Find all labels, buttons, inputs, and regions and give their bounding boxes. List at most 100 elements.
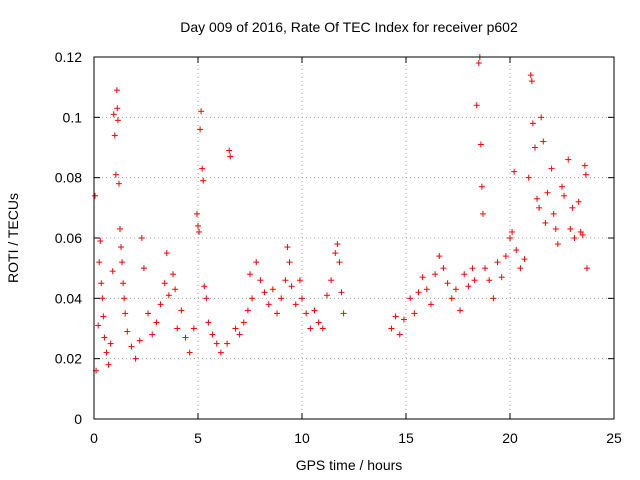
data-point (423, 286, 430, 293)
data-point (172, 286, 179, 293)
data-point (113, 87, 120, 94)
data-point (554, 241, 561, 248)
data-point (99, 295, 106, 302)
y-tick-label: 0.1 (63, 109, 83, 125)
data-point (548, 165, 555, 172)
data-point (477, 141, 484, 148)
data-point (392, 313, 399, 320)
data-point (178, 307, 185, 314)
data-point (197, 126, 204, 133)
data-point (120, 280, 127, 287)
data-point (261, 289, 268, 296)
data-point (136, 337, 143, 344)
data-point (452, 286, 459, 293)
data-point (583, 265, 590, 272)
y-tick-label: 0.04 (55, 290, 82, 306)
data-point (303, 310, 310, 317)
data-point (323, 292, 330, 299)
data-point (565, 156, 572, 163)
data-point (559, 183, 565, 190)
data-points (92, 54, 590, 374)
data-point (107, 340, 114, 347)
data-point (582, 171, 589, 178)
x-tick-label: 20 (502, 430, 518, 446)
data-point (436, 253, 443, 260)
data-point (486, 277, 493, 284)
data-point (475, 60, 482, 67)
data-point (448, 295, 455, 302)
data-point (457, 307, 464, 314)
data-point (334, 241, 341, 248)
data-point (538, 114, 545, 121)
data-point (198, 108, 205, 115)
data-point (278, 295, 285, 302)
data-point (575, 198, 582, 205)
data-point (226, 147, 233, 154)
data-point (315, 319, 322, 326)
data-point (581, 162, 588, 169)
data-point (103, 349, 110, 356)
data-point (227, 153, 234, 160)
data-point (240, 319, 247, 326)
data-point (415, 289, 422, 296)
y-axis-label: ROTI / TECUs (5, 193, 21, 283)
data-point (531, 144, 538, 151)
data-point (444, 280, 451, 287)
data-point (153, 319, 160, 326)
data-point (96, 259, 103, 266)
data-point (502, 253, 509, 260)
data-point (552, 225, 559, 232)
data-point (571, 235, 578, 241)
data-point (432, 271, 439, 278)
data-point (340, 310, 347, 317)
data-point (529, 120, 536, 127)
data-point (101, 334, 108, 341)
data-point (112, 171, 119, 178)
data-point (498, 274, 505, 281)
data-point (517, 265, 524, 272)
data-point (440, 265, 447, 272)
data-point (174, 325, 181, 332)
data-point (265, 301, 272, 308)
data-point (328, 277, 335, 284)
data-point (186, 349, 193, 356)
data-point (138, 235, 145, 241)
x-tick-label: 10 (294, 430, 310, 446)
data-point (274, 310, 281, 317)
data-point (542, 219, 549, 226)
data-point (286, 259, 293, 266)
data-point (311, 307, 318, 314)
data-point (490, 295, 497, 302)
data-point (550, 210, 557, 217)
data-point (119, 259, 126, 266)
axis-ticks (93, 56, 615, 420)
data-point (114, 105, 121, 112)
data-point (269, 286, 276, 293)
data-point (411, 310, 418, 317)
data-point (213, 340, 220, 347)
x-tick-labels: 0 5 10 15 20 25 (90, 430, 622, 446)
data-point (527, 72, 534, 79)
data-point (105, 361, 112, 368)
data-point (479, 210, 486, 217)
x-tick-label: 15 (398, 430, 414, 446)
y-tick-label: 0.06 (55, 230, 82, 246)
data-point (577, 228, 584, 235)
data-point (124, 328, 131, 335)
data-point (100, 313, 107, 320)
x-axis-label: GPS time / hours (296, 457, 403, 473)
data-point (319, 325, 326, 332)
data-point (98, 280, 105, 287)
data-point (199, 165, 206, 172)
data-point (200, 177, 207, 184)
x-tick-label: 0 (90, 430, 98, 446)
data-point (149, 331, 156, 338)
x-tick-label: 25 (606, 430, 622, 446)
data-point (521, 256, 528, 263)
data-point (288, 283, 295, 290)
data-point (182, 334, 189, 341)
data-point (247, 271, 253, 278)
data-point (117, 225, 123, 232)
data-point (336, 259, 343, 266)
data-point (473, 102, 480, 109)
